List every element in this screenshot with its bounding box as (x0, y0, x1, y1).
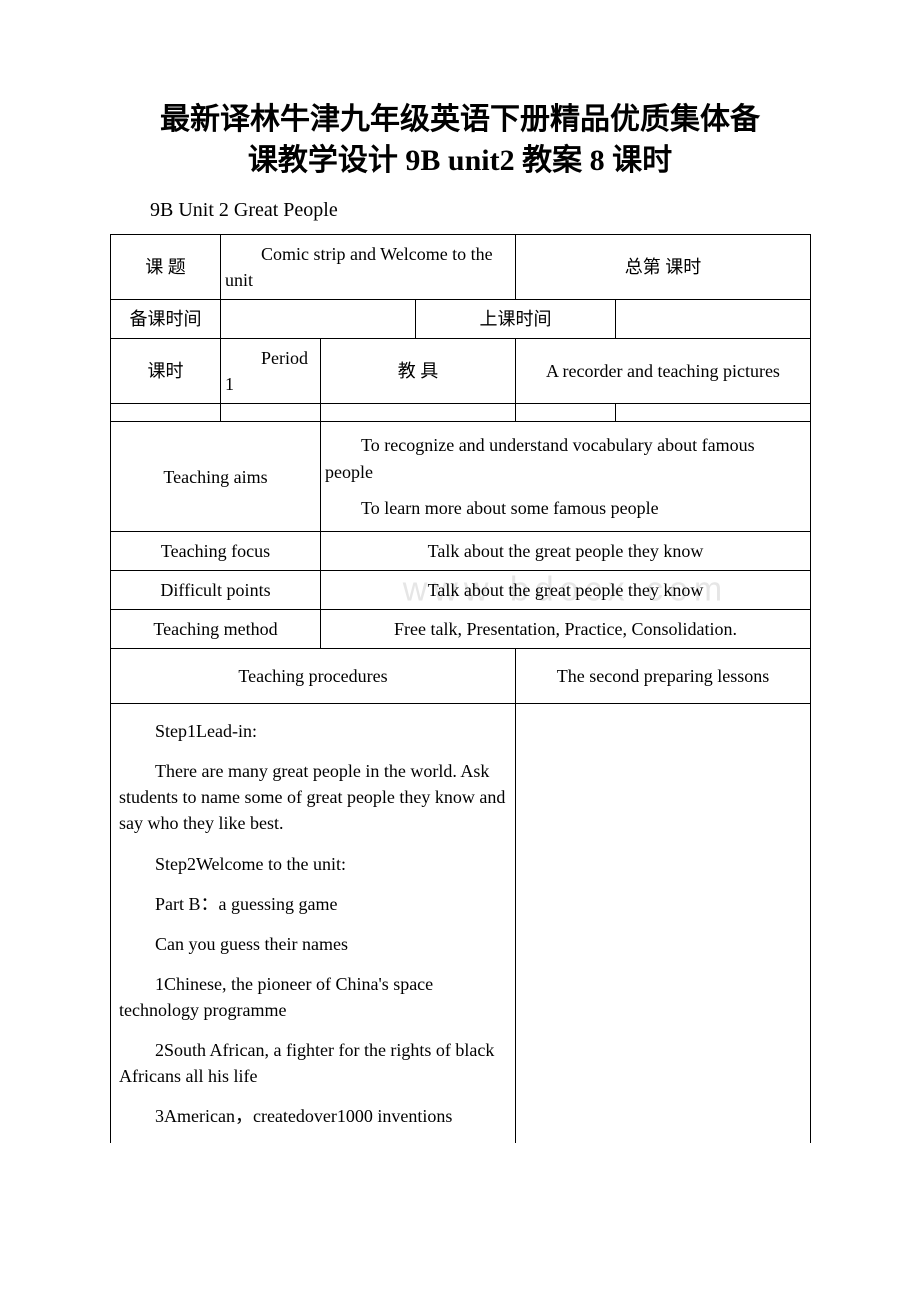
label-zongdi: 总第 课时 (516, 235, 811, 300)
value-keti: Comic strip and Welcome to the unit (221, 235, 516, 300)
value-period: Period 1 (221, 339, 321, 404)
value-method: Free talk, Presentation, Practice, Conso… (321, 609, 811, 648)
step1-title: Step1Lead-in: (119, 718, 507, 744)
value-difficult: www bdocx com Talk about the great peopl… (321, 570, 811, 609)
empty-cell (321, 404, 516, 422)
label-jiaoju: 教 具 (321, 339, 516, 404)
second-preparing-content (516, 704, 811, 1144)
table-row: Teaching aims To recognize and understan… (111, 422, 811, 531)
guess-3: 3American，createdover1000 inventions (119, 1103, 507, 1129)
label-beike: 备课时间 (111, 300, 221, 339)
table-row: 备课时间 上课时间 (111, 300, 811, 339)
empty-cell (616, 404, 811, 422)
label-shangke: 上课时间 (416, 300, 616, 339)
value-aims: To recognize and understand vocabulary a… (321, 422, 811, 531)
step1-body: There are many great people in the world… (119, 758, 507, 836)
table-row: Teaching method Free talk, Presentation,… (111, 609, 811, 648)
value-shangke (616, 300, 811, 339)
value-jiaoju: A recorder and teaching pictures (516, 339, 811, 404)
step2-title: Step2Welcome to the unit: (119, 851, 507, 877)
table-row: Teaching procedures The second preparing… (111, 649, 811, 704)
label-second-preparing: The second preparing lessons (516, 649, 811, 704)
table-row: Step1Lead-in: There are many great peopl… (111, 704, 811, 1144)
table-row: Teaching focus Talk about the great peop… (111, 531, 811, 570)
table-row: 课时 Period 1 教 具 A recorder and teaching … (111, 339, 811, 404)
label-keshi: 课时 (111, 339, 221, 404)
label-aims: Teaching aims (111, 422, 321, 531)
partb-line: Part B：a guessing game (119, 891, 507, 917)
canyou-line: Can you guess their names (119, 931, 507, 957)
procedures-content: Step1Lead-in: There are many great peopl… (111, 704, 516, 1144)
title-line-2: 课教学设计 9B unit2 教案 8 课时 (248, 144, 672, 177)
label-keti: 课 题 (111, 235, 221, 300)
subtitle: 9B Unit 2 Great People (150, 199, 810, 222)
difficult-label-text: Difficult points (160, 580, 270, 600)
label-difficult: Difficult points (111, 570, 321, 609)
guess-1: 1Chinese, the pioneer of China's space t… (119, 971, 507, 1023)
label-focus: Teaching focus (111, 531, 321, 570)
guess-2: 2South African, a fighter for the rights… (119, 1037, 507, 1089)
empty-cell (111, 404, 221, 422)
difficult-value-text: Talk about the great people they know (428, 580, 704, 600)
title-line-1: 最新译林牛津九年级英语下册精品优质集体备 (160, 103, 760, 136)
aims-line-1: To recognize and understand vocabulary a… (325, 432, 806, 484)
aims-line-2: To learn more about some famous people (325, 495, 806, 521)
table-row: 课 题 Comic strip and Welcome to the unit … (111, 235, 811, 300)
page-title: 最新译林牛津九年级英语下册精品优质集体备 课教学设计 9B unit2 教案 8… (110, 100, 810, 181)
empty-cell (221, 404, 321, 422)
value-focus: Talk about the great people they know (321, 531, 811, 570)
label-method: Teaching method (111, 609, 321, 648)
table-row (111, 404, 811, 422)
value-beike (221, 300, 416, 339)
table-row: Difficult points www bdocx com Talk abou… (111, 570, 811, 609)
lesson-plan-table: 课 题 Comic strip and Welcome to the unit … (110, 234, 811, 1143)
empty-cell (516, 404, 616, 422)
label-procedures: Teaching procedures (111, 649, 516, 704)
